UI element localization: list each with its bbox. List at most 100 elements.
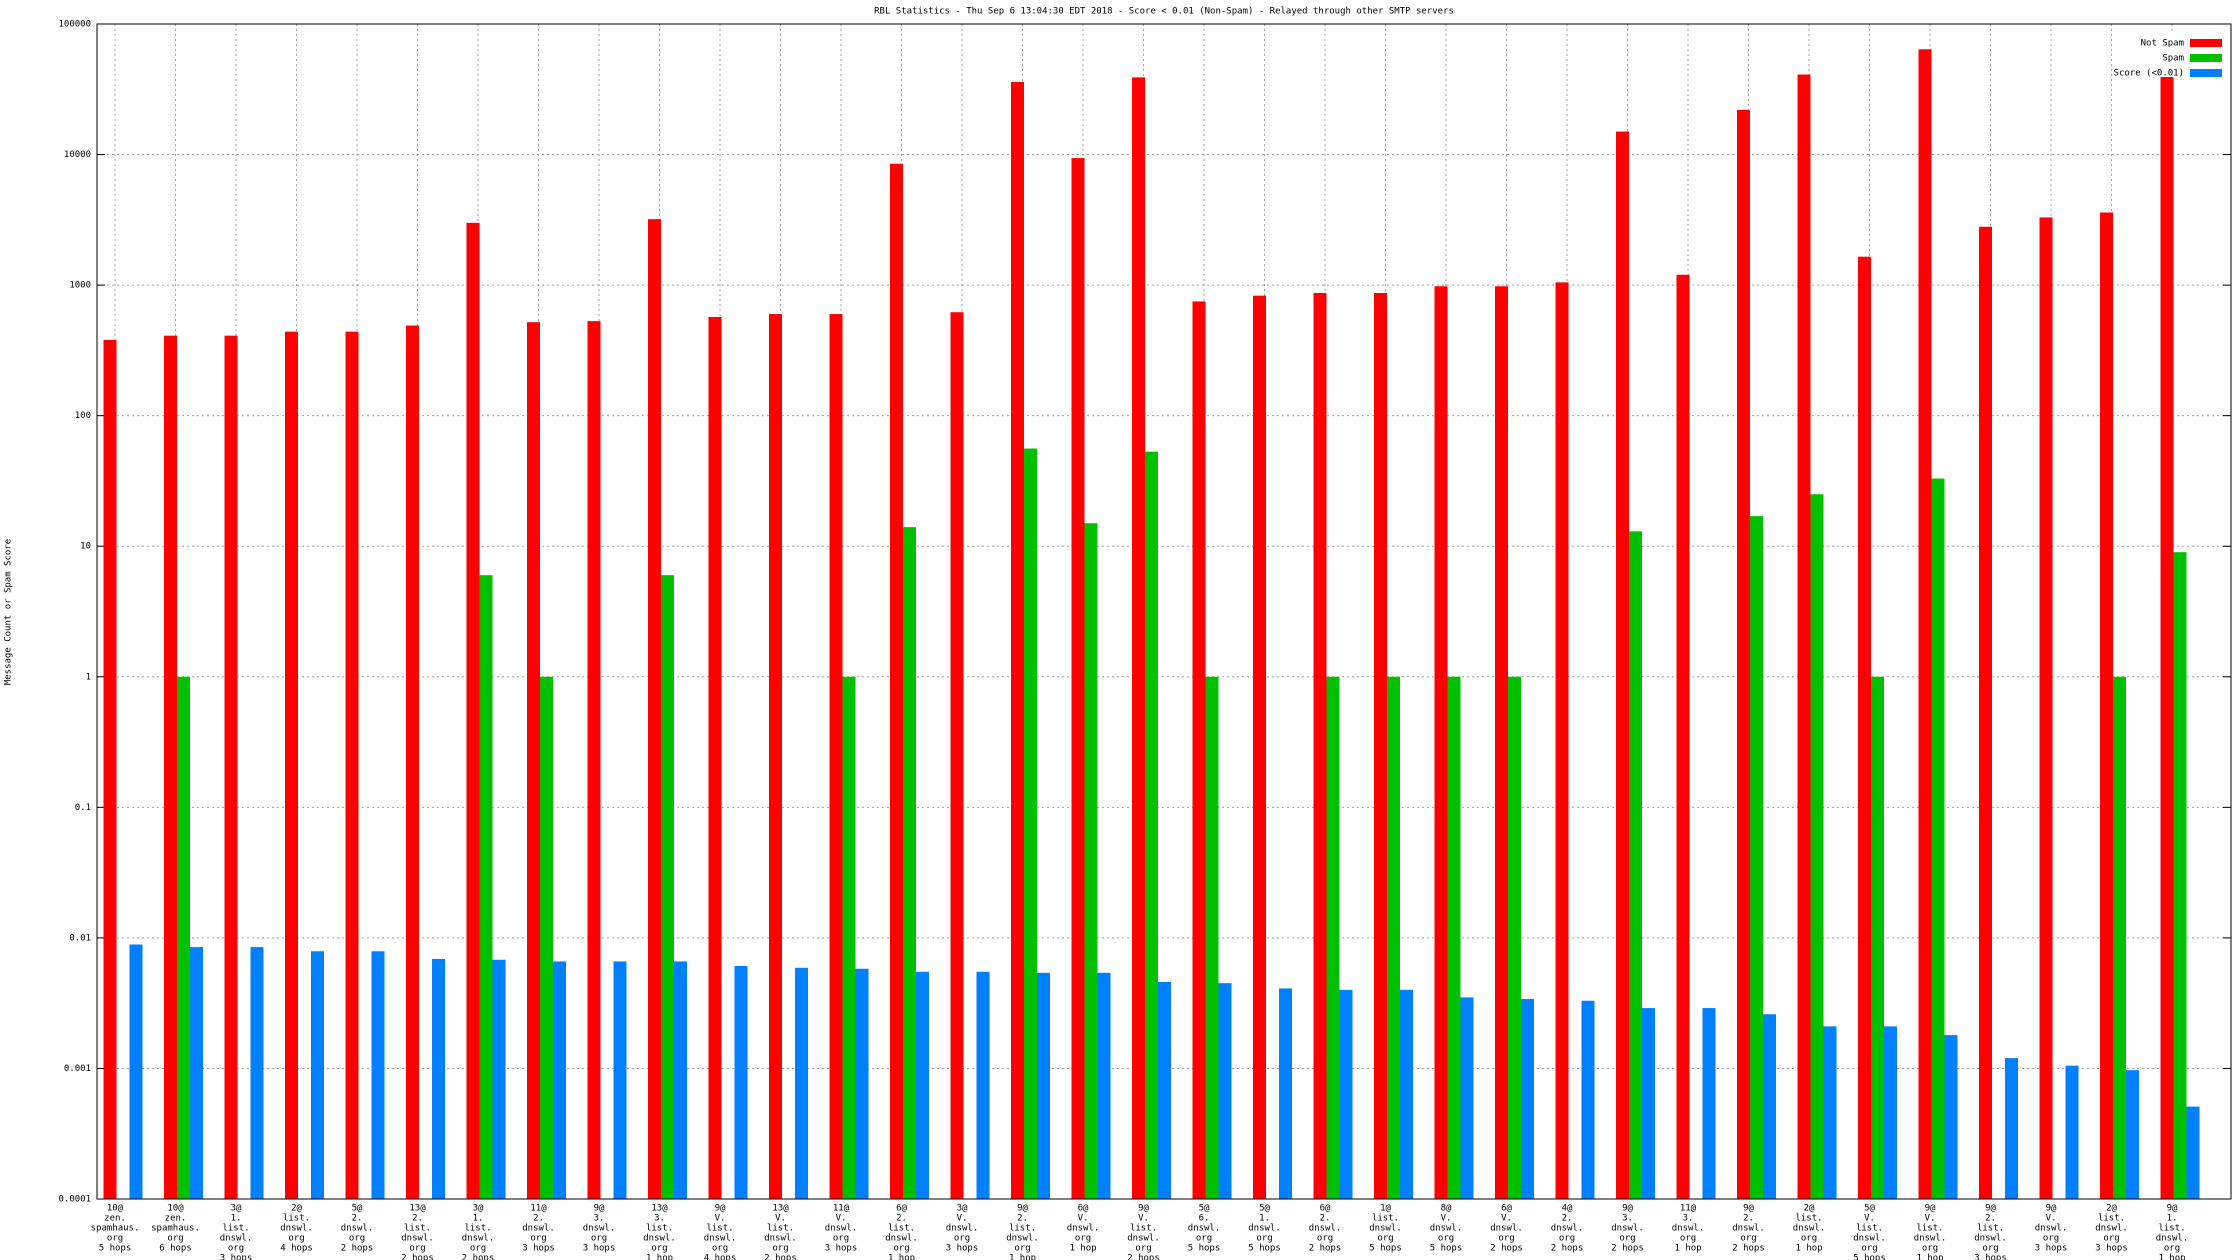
x-tick-label: dnswl. [1974, 1234, 2007, 1244]
x-tick-label: 1. [1259, 1214, 1270, 1224]
x-tick-label: 3@ [473, 1204, 484, 1214]
bar [1702, 1008, 1716, 1199]
x-tick-label: dnswl. [1067, 1224, 1100, 1234]
x-tick-label: 5 hops [1248, 1244, 1281, 1254]
bar [1931, 478, 1945, 1199]
x-tick-label: dnswl. [1793, 1224, 1826, 1234]
x-tick-label: 4 hops [280, 1244, 313, 1254]
x-tick-label: list. [767, 1224, 794, 1234]
x-tick-label: dnswl. [1127, 1234, 1160, 1244]
bar [103, 339, 117, 1200]
bar [829, 314, 843, 1199]
x-tick-label: 11@ [1680, 1204, 1697, 1214]
x-tick-label: 2 hops [1490, 1244, 1523, 1254]
x-tick-label: 1 hop [1009, 1254, 1036, 1260]
x-tick-label: org [1196, 1234, 1212, 1244]
x-tick-label: 1 hop [1674, 1244, 1701, 1254]
x-tick-label: 5 hops [1430, 1244, 1463, 1254]
x-tick-label: dnswl. [220, 1234, 253, 1244]
x-tick-label: 1 hop [646, 1254, 673, 1260]
y-tick-label: 1 [86, 672, 91, 682]
x-tick-label: org [1438, 1234, 1454, 1244]
bar [1871, 676, 1884, 1199]
bar [890, 163, 903, 1200]
x-tick-label: V. [1925, 1214, 1936, 1224]
bar [492, 959, 506, 1199]
x-tick-label: 2. [412, 1214, 423, 1224]
bar [527, 322, 540, 1199]
y-tick-label: 100000 [58, 20, 91, 30]
y-tick-label: 10 [80, 542, 91, 552]
x-tick-label: org [1377, 1234, 1393, 1244]
x-tick-label: 2 hops [1309, 1244, 1342, 1254]
x-tick-label: V. [1501, 1214, 1512, 1224]
bar [1205, 676, 1219, 1199]
x-tick-label: 1. [473, 1214, 484, 1224]
x-tick-label: 4 hops [704, 1254, 737, 1260]
bar [1097, 972, 1111, 1199]
bar [406, 325, 419, 1199]
x-tick-label: 9@ [1985, 1204, 1996, 1214]
bar [1750, 516, 1763, 1199]
bar [1555, 282, 1569, 1199]
bar [1339, 989, 1353, 1199]
x-tick-label: zen. [104, 1214, 126, 1224]
x-tick-label: dnswl. [583, 1224, 616, 1234]
x-tick-label: 4@ [1562, 1204, 1573, 1214]
x-tick-label: spamhaus. [91, 1224, 140, 1234]
bar [1810, 494, 1824, 1200]
x-tick-label: 9@ [2167, 1204, 2178, 1214]
x-tick-label: V. [1441, 1214, 1452, 1224]
x-tick-label: 1 hop [2158, 1254, 2185, 1260]
x-tick-label: org [2103, 1234, 2119, 1244]
x-tick-label: dnswl. [1551, 1224, 1584, 1234]
x-tick-label: org [2164, 1244, 2180, 1254]
x-tick-label: V. [2046, 1214, 2057, 1224]
x-tick-label: 1 hop [888, 1254, 915, 1260]
bar [769, 314, 782, 1199]
x-tick-label: 9@ [1017, 1204, 1028, 1214]
chart-title: RBL Statistics - Thu Sep 6 13:04:30 EDT … [874, 7, 1454, 17]
bar [1918, 49, 1932, 1199]
bar [1508, 676, 1521, 1199]
x-tick-label: V. [775, 1214, 786, 1224]
plot-border [96, 23, 2232, 1200]
x-tick-label: org [591, 1234, 607, 1244]
x-tick-label: V. [1078, 1214, 1089, 1224]
x-tick-label: V. [1864, 1214, 1875, 1224]
x-tick-label: 9@ [1743, 1204, 1754, 1214]
bar [587, 321, 601, 1200]
bar [1071, 158, 1085, 1200]
bar [1629, 531, 1642, 1199]
bar [1858, 256, 1871, 1199]
x-tick-label: 5 hops [1853, 1254, 1886, 1260]
x-tick-label: 3. [654, 1214, 665, 1224]
x-tick-label: list. [222, 1224, 249, 1234]
x-tick-label: 3 hops [2035, 1244, 2068, 1254]
x-tick-label: 2 hops [1551, 1244, 1584, 1254]
x-tick-label: org [1256, 1234, 1272, 1244]
bar [1797, 74, 1811, 1199]
bar [2126, 1070, 2139, 1199]
bar [950, 312, 964, 1199]
x-tick-label: 5@ [352, 1204, 363, 1214]
x-tick-label: list. [1372, 1214, 1399, 1224]
x-tick-label: 9@ [594, 1204, 605, 1214]
bar [648, 219, 661, 1199]
x-tick-label: org [167, 1234, 183, 1244]
x-tick-label: org [1861, 1244, 1877, 1254]
x-tick-label: org [107, 1234, 123, 1244]
x-tick-label: 2. [352, 1214, 363, 1224]
bar [177, 676, 190, 1199]
x-tick-label: 6. [1199, 1214, 1210, 1224]
x-tick-label: 5@ [1199, 1204, 1210, 1214]
x-tick-label: 3. [594, 1214, 605, 1224]
x-tick-label: 6@ [1501, 1204, 1512, 1214]
bar [1400, 989, 1413, 1199]
bar [129, 944, 143, 1199]
x-tick-label: 1 hop [1916, 1254, 1943, 1260]
x-tick-label: org [833, 1234, 849, 1244]
x-tick-label: 11@ [833, 1204, 850, 1214]
x-tick-label: 2@ [291, 1204, 302, 1214]
